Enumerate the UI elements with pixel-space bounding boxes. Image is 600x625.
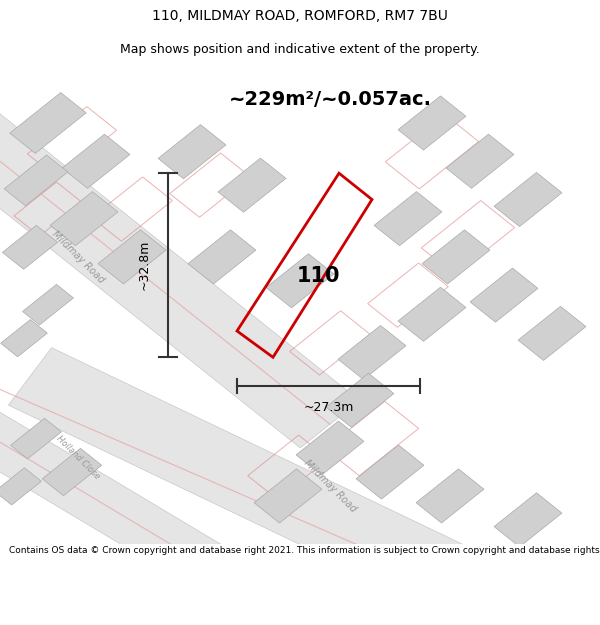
Polygon shape bbox=[218, 158, 286, 212]
Text: 110, MILDMAY ROAD, ROMFORD, RM7 7BU: 110, MILDMAY ROAD, ROMFORD, RM7 7BU bbox=[152, 9, 448, 23]
Text: Contains OS data © Crown copyright and database right 2021. This information is : Contains OS data © Crown copyright and d… bbox=[9, 546, 600, 555]
Polygon shape bbox=[10, 92, 86, 153]
Polygon shape bbox=[4, 155, 68, 206]
Polygon shape bbox=[1, 319, 47, 357]
Polygon shape bbox=[518, 306, 586, 361]
Polygon shape bbox=[0, 468, 41, 505]
Polygon shape bbox=[2, 226, 58, 269]
Polygon shape bbox=[326, 373, 394, 428]
Polygon shape bbox=[158, 124, 226, 179]
Polygon shape bbox=[374, 192, 442, 246]
Text: Mildmay Road: Mildmay Road bbox=[302, 458, 358, 514]
Text: Map shows position and indicative extent of the property.: Map shows position and indicative extent… bbox=[120, 42, 480, 56]
Polygon shape bbox=[446, 134, 514, 188]
Text: 110: 110 bbox=[296, 266, 340, 286]
Polygon shape bbox=[43, 448, 101, 496]
Polygon shape bbox=[23, 284, 73, 325]
Text: Holland Close: Holland Close bbox=[55, 434, 101, 481]
Polygon shape bbox=[398, 96, 466, 150]
Polygon shape bbox=[356, 445, 424, 499]
Polygon shape bbox=[98, 230, 166, 284]
Polygon shape bbox=[296, 421, 364, 475]
Polygon shape bbox=[11, 418, 61, 459]
Polygon shape bbox=[416, 469, 484, 523]
Text: ~229m²/~0.057ac.: ~229m²/~0.057ac. bbox=[229, 89, 431, 109]
Polygon shape bbox=[254, 469, 322, 523]
Polygon shape bbox=[398, 288, 466, 341]
Polygon shape bbox=[422, 230, 490, 284]
Polygon shape bbox=[494, 173, 562, 226]
Polygon shape bbox=[494, 492, 562, 547]
Text: Mildmay Road: Mildmay Road bbox=[50, 229, 106, 285]
Polygon shape bbox=[50, 192, 118, 246]
Polygon shape bbox=[470, 268, 538, 322]
Polygon shape bbox=[0, 114, 359, 448]
Polygon shape bbox=[266, 254, 334, 308]
Text: ~27.3m: ~27.3m bbox=[304, 401, 353, 414]
Polygon shape bbox=[338, 326, 406, 379]
Polygon shape bbox=[62, 134, 130, 188]
Polygon shape bbox=[8, 348, 600, 625]
Text: ~32.8m: ~32.8m bbox=[137, 240, 151, 291]
Polygon shape bbox=[0, 405, 228, 587]
Polygon shape bbox=[188, 230, 256, 284]
